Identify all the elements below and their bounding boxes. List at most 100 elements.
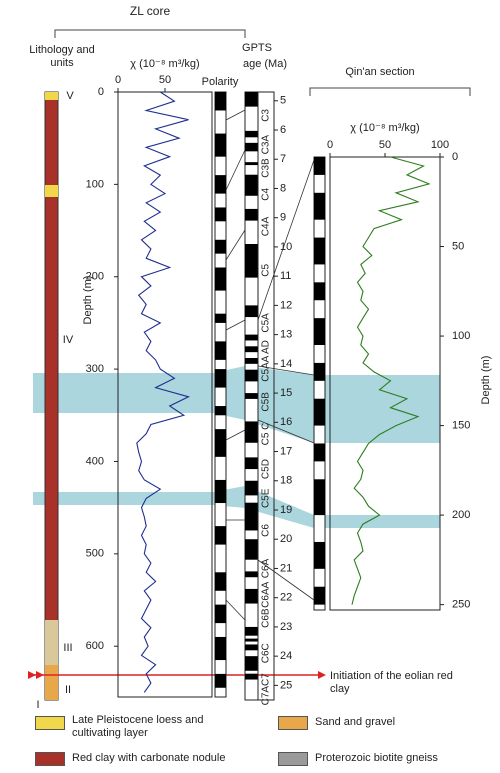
chron-label: C3A	[261, 135, 272, 155]
normal-chron	[245, 358, 258, 364]
legend-label: Proterozoic biotite gneiss	[315, 752, 438, 764]
sand-layer	[45, 620, 58, 665]
age-tick-label: 7	[280, 153, 286, 165]
polarity-label: Polarity	[202, 76, 239, 88]
normal-polarity	[215, 341, 226, 360]
chron-label: C5AA AD	[261, 340, 272, 382]
normal-chron	[245, 369, 258, 382]
legend-swatch	[35, 752, 65, 766]
age-tick-label: 20	[280, 533, 292, 545]
legend-label: Sand and gravel	[315, 716, 396, 728]
normal-polarity	[215, 133, 226, 157]
legend-label: Red clay with carbonate nodule	[72, 752, 226, 764]
y-tick-label: 0	[98, 86, 104, 98]
lithology-title: Lithology and units	[29, 44, 95, 69]
chron-label: C6	[261, 524, 272, 537]
normal-polarity	[215, 604, 226, 624]
normal-chron	[245, 480, 258, 496]
chron-label: C6A	[261, 558, 272, 578]
normal-polarity	[215, 572, 226, 591]
y-tick-label: 250	[452, 599, 470, 611]
age-tick-label: 19	[280, 504, 292, 516]
unit-label: V	[66, 90, 74, 102]
chart: ZL core Polarity GPTS age (Ma) Qin'an se…	[28, 4, 492, 710]
x-tick-label: 0	[327, 139, 333, 151]
normal-chron	[245, 162, 258, 166]
sand-layer	[45, 665, 58, 700]
x-axis-title: χ (10⁻⁸ m³/kg)	[130, 58, 199, 70]
age-tick-label: 18	[280, 475, 292, 487]
normal-chron	[245, 174, 258, 196]
normal-polarity	[314, 157, 325, 175]
normal-chron	[245, 502, 258, 531]
x-tick-label: 100	[431, 139, 449, 151]
age-tick-label: 6	[280, 124, 286, 136]
legend-swatch	[35, 716, 65, 730]
y-tick-label: 600	[86, 640, 104, 652]
chron-label: C6B	[261, 608, 272, 628]
y-tick-label: 100	[452, 330, 470, 342]
highlight-band	[33, 366, 440, 443]
normal-chron	[245, 130, 258, 138]
y-tick-label: 200	[452, 509, 470, 521]
normal-polarity	[314, 398, 325, 426]
chron-label: C5 C	[261, 423, 272, 446]
normal-chron	[245, 626, 258, 636]
age-tick-label: 23	[280, 621, 292, 633]
age-tick-label: 16	[280, 416, 292, 428]
gpts-age-label: age (Ma)	[243, 58, 287, 70]
normal-chron	[245, 244, 258, 278]
chron-label: C3	[261, 109, 272, 122]
chron-column	[257, 91, 275, 701]
x-tick-label: 0	[115, 74, 121, 86]
lithology-column	[44, 91, 59, 701]
normal-chron	[245, 457, 258, 470]
chron-label: C5A	[261, 313, 272, 333]
normal-polarity	[215, 406, 226, 416]
zl-title: ZL core	[130, 4, 171, 18]
highlight-band	[33, 486, 440, 528]
susceptibility-line	[136, 91, 191, 693]
normal-polarity	[215, 479, 226, 504]
loess-layer	[45, 92, 58, 100]
legend-swatch	[278, 716, 308, 730]
normal-polarity	[314, 443, 325, 462]
age-tick-label: 17	[280, 445, 292, 457]
normal-polarity	[314, 192, 325, 220]
normal-chron	[245, 656, 258, 671]
normal-polarity	[215, 267, 226, 291]
annotation: Initiation of the eolian red clay	[330, 670, 453, 695]
normal-polarity	[215, 429, 226, 457]
y-axis-title: Depth (m)	[82, 276, 94, 325]
age-tick-label: 8	[280, 182, 286, 194]
age-tick-label: 15	[280, 387, 292, 399]
x-axis-title: χ (10⁻⁸ m³/kg)	[350, 122, 419, 134]
chron-label: C5D	[261, 459, 272, 479]
normal-polarity	[215, 239, 226, 254]
chron-label: C5	[261, 263, 272, 276]
normal-chron	[245, 588, 258, 604]
y-tick-label: 300	[86, 363, 104, 375]
age-tick-label: 22	[280, 592, 292, 604]
chron-label: C7	[261, 673, 272, 686]
chron-label: C5E	[261, 488, 272, 508]
age-tick-label: 5	[280, 95, 286, 107]
chron-label: C4A	[261, 216, 272, 236]
normal-chron	[245, 539, 258, 560]
unit-label: III	[63, 642, 72, 654]
bracket	[309, 87, 471, 96]
chron-label: C7A	[261, 686, 272, 706]
legend-label: Late Pleistocene loess and cultivating l…	[72, 714, 204, 739]
normal-polarity	[215, 636, 226, 661]
gpts-title: GPTS	[242, 42, 272, 54]
normal-polarity	[314, 479, 325, 516]
chron-label: C6AA	[261, 581, 272, 607]
normal-chron	[245, 92, 258, 107]
y-tick-label: 50	[452, 240, 464, 252]
age-tick-label: 12	[280, 299, 292, 311]
chron-label: C3B	[261, 158, 272, 178]
normal-chron	[245, 571, 258, 578]
normal-polarity	[314, 237, 325, 265]
normal-polarity	[215, 92, 226, 111]
